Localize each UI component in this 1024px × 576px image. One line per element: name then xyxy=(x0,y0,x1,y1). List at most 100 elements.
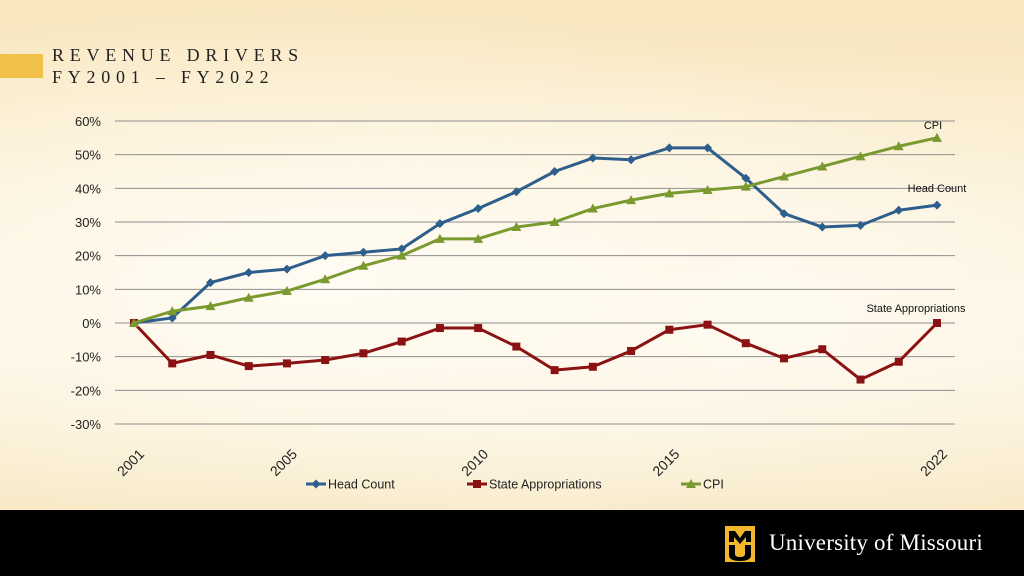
cpi-point xyxy=(855,151,866,161)
head-count-line xyxy=(133,146,938,325)
head-count-point xyxy=(167,313,177,323)
y-tick-label: 30% xyxy=(75,215,101,230)
head-count-point xyxy=(741,173,751,183)
cpi-point xyxy=(664,188,675,198)
head-count-point xyxy=(435,219,445,229)
cpi-point xyxy=(473,233,484,243)
cpi-point xyxy=(320,274,331,284)
slide-background xyxy=(0,0,1024,510)
cpi-point xyxy=(932,132,942,142)
x-tick-label: 2015 xyxy=(649,446,682,479)
x-tick-label: 2005 xyxy=(267,446,300,479)
head-count-point xyxy=(626,155,636,165)
state-appropriations-point xyxy=(474,324,483,333)
head-count-point xyxy=(703,143,713,153)
legend-label-state-appropriations: State Appropriations xyxy=(489,478,602,492)
state-appropriations-point xyxy=(168,359,177,368)
y-tick-label: 40% xyxy=(75,181,101,196)
state-appropriations-point xyxy=(550,366,559,375)
head-count-point xyxy=(205,278,215,288)
state-appropriations-point xyxy=(894,357,903,366)
legend-label-head-count: Head Count xyxy=(328,478,395,492)
state-appropriations-point xyxy=(741,339,750,348)
head-count-point xyxy=(588,153,598,163)
legend-marker-state-appropriations xyxy=(473,480,481,488)
title-line-2: FY2001 – FY2022 xyxy=(52,67,275,87)
cpi-point xyxy=(893,141,904,151)
state-appropriations-point xyxy=(856,375,865,384)
y-tick-label: -30% xyxy=(71,417,102,432)
cpi-point xyxy=(740,181,751,191)
state-appropriations-point xyxy=(359,349,368,358)
head-count-point xyxy=(244,268,254,277)
cpi-point xyxy=(817,161,828,171)
mizzou-logo-icon xyxy=(725,526,755,562)
state-appropriations-line xyxy=(132,321,939,382)
y-tick-label: 0% xyxy=(82,316,101,331)
y-tick-label: 20% xyxy=(75,249,101,264)
cpi-point xyxy=(511,222,522,232)
x-tick-label: 2001 xyxy=(114,446,147,479)
state-appropriations-point xyxy=(780,354,789,363)
y-tick-label: -10% xyxy=(71,350,102,365)
x-tick-label: 2010 xyxy=(458,446,491,479)
head-count-point xyxy=(550,167,560,176)
cpi-point xyxy=(358,260,369,270)
head-count-point xyxy=(779,209,789,219)
cpi-point xyxy=(779,171,790,181)
y-tick-label: 10% xyxy=(75,282,101,297)
state-appropriations-point xyxy=(703,320,712,329)
cpi-point xyxy=(434,233,445,243)
state-appropriations-point xyxy=(321,356,330,365)
x-tick-label: 2022 xyxy=(917,446,950,479)
cpi-point xyxy=(167,306,178,316)
cpi-point xyxy=(702,185,713,195)
annotation-label: CPI xyxy=(924,120,942,132)
head-count-point xyxy=(511,187,521,197)
cpi-line xyxy=(133,136,938,325)
title-line-1: REVENUE DRIVERS xyxy=(52,45,304,65)
head-count-point xyxy=(856,220,866,230)
state-appropriations-point xyxy=(665,325,674,334)
head-count-point xyxy=(473,204,483,214)
cpi-point xyxy=(243,292,254,302)
cpi-point xyxy=(549,217,560,226)
head-count-point xyxy=(358,247,368,257)
head-count-point xyxy=(320,251,330,261)
state-appropriations-point xyxy=(206,350,215,359)
state-appropriations-point xyxy=(933,319,941,327)
y-tick-label: 60% xyxy=(75,114,101,129)
cpi-point xyxy=(205,301,216,311)
cpi-point xyxy=(396,250,407,260)
state-appropriations-point xyxy=(818,345,827,354)
state-appropriations-point xyxy=(435,324,444,333)
head-count-point xyxy=(397,244,407,254)
state-appropriations-point xyxy=(282,359,291,368)
annotation-label: State Appropriations xyxy=(866,303,966,315)
head-count-point xyxy=(894,205,904,215)
legend-label-cpi: CPI xyxy=(703,478,724,492)
cpi-point xyxy=(626,195,637,205)
head-count-point xyxy=(932,200,942,210)
state-appropriations-point xyxy=(244,362,253,371)
head-count-point xyxy=(282,264,292,274)
state-appropriations-point xyxy=(627,346,636,355)
y-tick-label: -20% xyxy=(71,383,102,398)
cpi-point xyxy=(281,286,292,296)
slide-title: REVENUE DRIVERS FY2001 – FY2022 xyxy=(52,44,304,88)
annotation-label: Head Count xyxy=(908,183,967,195)
state-appropriations-point xyxy=(512,342,521,351)
legend-marker-head-count xyxy=(311,479,321,489)
state-appropriations-point xyxy=(588,362,597,371)
legend-marker-cpi xyxy=(686,479,696,488)
line-chart: 60% 50% 40% 30% 20% 10% 0% -10% -20% -30% 2001 2005… xyxy=(71,114,967,492)
state-appropriations-point xyxy=(397,337,406,346)
footer-bar xyxy=(0,510,1024,576)
cpi-point xyxy=(587,203,598,213)
head-count-point xyxy=(817,222,827,232)
university-name: University of Missouri xyxy=(769,530,983,555)
cpi-point xyxy=(129,318,139,327)
head-count-point xyxy=(664,143,674,153)
y-tick-label: 50% xyxy=(75,148,101,163)
title-accent-bar xyxy=(0,54,43,78)
